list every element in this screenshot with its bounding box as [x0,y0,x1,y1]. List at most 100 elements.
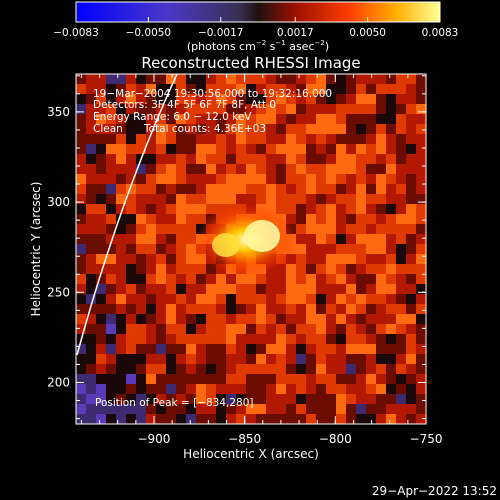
heatmap-cell [176,154,187,165]
heatmap-cell [166,244,177,255]
heatmap-cell [166,314,177,325]
heatmap-cell [286,274,297,285]
heatmap-cell [326,204,337,215]
heatmap-cell [336,234,347,245]
heatmap-cell [336,224,347,235]
heatmap-cell [86,114,97,125]
heatmap-cell [96,204,107,215]
heatmap-cell [216,404,227,415]
heatmap-cell [106,184,117,195]
heatmap-cell [186,244,197,255]
heatmap-cell [216,124,227,135]
heatmap-cell [276,194,287,205]
heatmap-cell [356,264,367,275]
heatmap-cell [406,264,417,275]
heatmap-cell [166,124,177,135]
heatmap-cell [246,114,257,125]
heatmap-cell [186,394,197,405]
heatmap-cell [176,394,187,405]
heatmap-cell [116,134,127,145]
heatmap-cell [246,84,257,95]
heatmap-cell [326,154,337,165]
heatmap-cell [346,294,357,305]
heatmap-cell [406,404,417,415]
heatmap-cell [76,394,87,405]
heatmap-cell [336,344,347,355]
heatmap-cell [416,294,426,305]
heatmap-cell [376,134,387,145]
heatmap-cell [326,324,337,335]
heatmap-cell [216,364,227,375]
heatmap-cell [106,324,117,335]
heatmap-cell [96,404,107,415]
heatmap-cell [416,404,426,415]
heatmap-cell [416,124,426,135]
heatmap-cell [276,144,287,155]
footer-timestamp: 29−Apr−2022 13:52 [372,484,497,498]
heatmap-cell [316,334,327,345]
heatmap-cell [386,294,397,305]
heatmap-cell [356,414,367,424]
heatmap-cell [76,204,87,215]
heatmap-cell [76,314,87,325]
heatmap-cell [256,334,267,345]
heatmap-cell [356,394,367,405]
heatmap-cell [256,164,267,175]
heatmap-cell [256,194,267,205]
heatmap-cell [396,174,407,185]
heatmap-cell [96,184,107,195]
heatmap-cell [126,94,137,105]
heatmap-cell [356,314,367,325]
heatmap-cell [186,284,197,295]
heatmap-cell [126,194,137,205]
heatmap-cell [356,144,367,155]
heatmap-cell [316,94,327,105]
heatmap-cell [306,204,317,215]
heatmap-cell [236,304,247,315]
heatmap-cell [136,314,147,325]
heatmap-cell [206,154,217,165]
heatmap-cell [96,264,107,275]
heatmap-cell [176,144,187,155]
heatmap-cell [86,364,97,375]
heatmap-cell [276,414,287,424]
heatmap-cell [286,284,297,295]
heatmap-cell [346,314,357,325]
heatmap-cell [226,164,237,175]
annotation-energy: Energy Range: 6.0 − 12.0 keV [93,111,252,123]
heatmap-cell [186,104,197,115]
heatmap-cell [356,244,367,255]
heatmap-cell [406,174,417,185]
heatmap-cell [156,404,167,415]
heatmap-cell [126,114,137,125]
heatmap-cell [366,204,377,215]
heatmap-cell [136,164,147,175]
heatmap-cell [96,224,107,235]
heatmap-cell [356,404,367,415]
heatmap-cell [396,294,407,305]
heatmap-cell [126,224,137,235]
heatmap-cell [416,254,426,265]
heatmap-cell [406,344,417,355]
heatmap-cell [386,174,397,185]
heatmap-cell [146,414,157,424]
heatmap-cell [346,254,357,265]
heatmap-cell [186,374,197,385]
heatmap-cell [136,344,147,355]
heatmap-cell [246,404,257,415]
heatmap-cell [366,404,377,415]
heatmap-cell [196,364,207,375]
heatmap-cell [266,304,277,315]
heatmap-cell [266,344,277,355]
heatmap-cell [176,84,187,95]
heatmap-cell [356,304,367,315]
heatmap-cell [156,244,167,255]
heatmap-cell [136,214,147,225]
heatmap-cell [176,404,187,415]
heatmap-cell [336,194,347,205]
heatmap-cell [266,384,277,395]
heatmap-cell [176,414,187,424]
heatmap-cell [306,214,317,225]
heatmap-cell [166,254,177,265]
heatmap-cell [406,354,417,365]
